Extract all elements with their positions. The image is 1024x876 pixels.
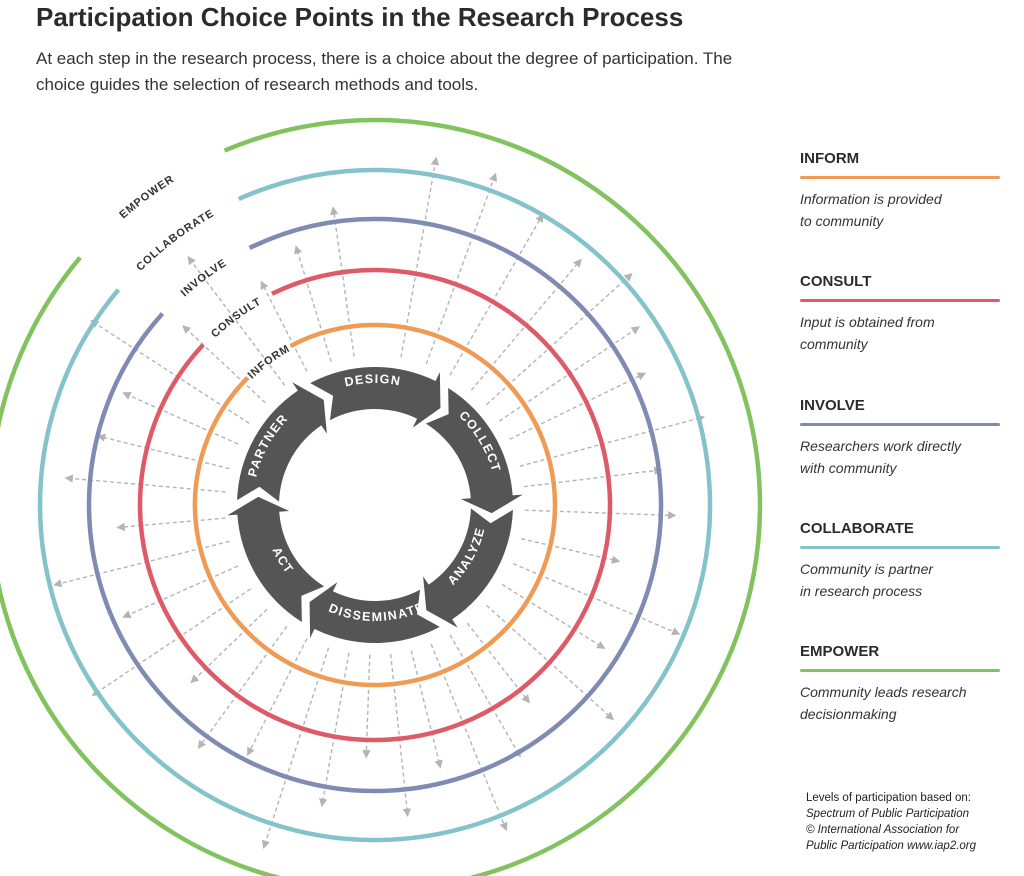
credit-note: Levels of participation based on: Spectr… (806, 790, 1021, 854)
legend-description-line: community (800, 336, 868, 352)
legend-description-line: Community is partner (800, 561, 934, 577)
legend-item-collaborate: COLLABORATE Community is partner in resear… (800, 520, 1000, 602)
research-cycle: DESIGNCOLLECTANALYZEDISSEMINATEACTPARTNE… (227, 366, 523, 644)
ring-label: INFORM (246, 343, 293, 382)
legend-description: Information is provided to community (800, 188, 1000, 232)
credit-line: Public Participation www.iap2.org (806, 840, 977, 852)
legend-heading: CONSULT (800, 273, 872, 290)
radial-arrow (96, 433, 230, 470)
legend-color-line (800, 423, 1000, 426)
radial-arrow (116, 517, 226, 532)
radial-arrow (64, 474, 226, 493)
legend-item-inform: INFORM Information is provided to communit… (800, 150, 1000, 232)
subtitle: At each step in the research process, th… (36, 49, 733, 94)
cycle-arrow-design (310, 366, 441, 428)
legend-description-line: with community (800, 460, 897, 476)
ring-label: CONSULT (209, 296, 264, 341)
radial-arrow (430, 643, 508, 832)
legend-description: Input is obtained from community (800, 311, 1000, 355)
radial-arrow (524, 509, 677, 520)
legend-description: Community leads research decisionmaking (800, 681, 1000, 725)
legend-heading: COLLABORATE (800, 520, 914, 537)
radial-arrow (425, 172, 498, 365)
radial-arrow (523, 466, 663, 488)
credit-line: © International Association for (806, 824, 960, 836)
ring-label: COLLABORATE (134, 207, 216, 273)
legend-item-empower: EMPOWER Community leads research decisionm… (800, 643, 1000, 725)
legend-description: Community is partner in research process (800, 558, 1000, 602)
legend-description-line: to community (800, 213, 884, 229)
credit-line: Levels of participation based on: (806, 792, 971, 804)
legend-heading: EMPOWER (800, 643, 880, 660)
radial-arrow (400, 156, 440, 358)
radial-arrow (260, 280, 308, 372)
radial-arrow (190, 608, 268, 684)
radial-arrow (509, 372, 647, 440)
cycle-label: DESIGN (343, 372, 402, 390)
radial-arrow (329, 206, 355, 357)
legend-description-line: Researchers work directly (800, 438, 962, 454)
page-title: Participation Choice Points in the Resea… (36, 2, 684, 32)
ring-label: INVOLVE (179, 257, 230, 299)
legend-color-line (800, 669, 1000, 672)
radial-arrow (294, 245, 332, 362)
legend-description-line: decisionmaking (800, 706, 897, 722)
cycle-arrow-collect (425, 387, 523, 514)
radial-arrow (486, 272, 633, 406)
legend-description-line: Information is provided (800, 191, 942, 207)
legend-color-line (800, 176, 1000, 179)
legend-heading: INFORM (800, 150, 860, 167)
radial-arrow (501, 583, 606, 649)
legend-color-line (800, 299, 1000, 302)
legend-description-line: in research process (800, 583, 923, 599)
cycle-arrow-analyze (423, 508, 513, 628)
radial-arrow (122, 391, 239, 445)
radial-arrow (187, 256, 286, 386)
radial-arrow (247, 638, 308, 756)
ring-empower (0, 117, 763, 876)
radial-arrow (319, 652, 350, 808)
ring-involve (86, 216, 664, 794)
ring-consult (137, 267, 613, 743)
legend-color-line (800, 546, 1000, 549)
ring-label: EMPOWER (117, 173, 176, 221)
legend-heading: INVOLVE (800, 397, 865, 414)
radial-arrow (197, 625, 288, 750)
radial-arrow (410, 650, 443, 769)
credit-line: Spectrum of Public Participation (806, 808, 969, 820)
ring-inform (192, 322, 558, 688)
radial-arrow (521, 538, 621, 564)
legend-description-line: Input is obtained from (800, 314, 935, 330)
cycle-arrow-disseminate (309, 582, 440, 644)
legend-item-involve: INVOLVE Researchers work directly with com… (800, 397, 1000, 479)
radial-arrow (449, 634, 521, 758)
legend-item-consult: CONSULT Input is obtained from community (800, 273, 1000, 355)
radial-arrow (466, 622, 530, 704)
legend-description-line: Community leads research (800, 684, 967, 700)
ring-collaborate (37, 167, 713, 843)
legend-description: Researchers work directly with community (800, 435, 1000, 479)
radial-arrow (182, 325, 266, 404)
cycle-arrow-partner (237, 382, 327, 502)
cycle-arrow-act (227, 496, 325, 623)
